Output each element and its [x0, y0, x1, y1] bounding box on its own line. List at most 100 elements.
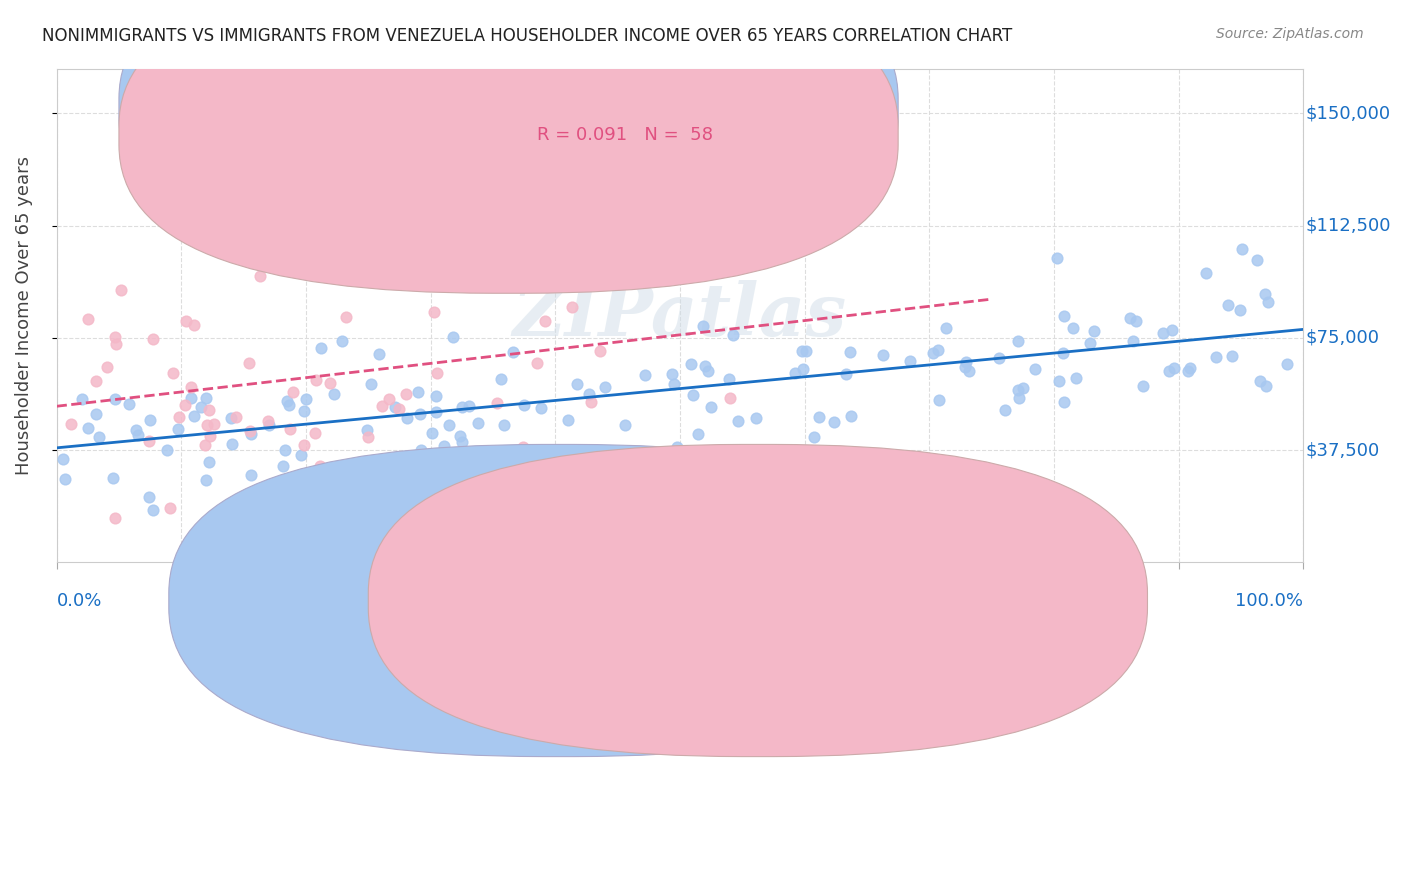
Immigrants from Venezuela: [162, 366, 184, 380]
Nonimmigrants: [697, 363, 720, 377]
Nonimmigrants: [557, 413, 579, 427]
Nonimmigrants: [360, 377, 382, 392]
Nonimmigrants: [449, 429, 471, 443]
Nonimmigrants: [138, 413, 160, 427]
Nonimmigrants: [156, 442, 179, 457]
Nonimmigrants: [1118, 311, 1140, 326]
Immigrants from Venezuela: [395, 387, 418, 401]
Nonimmigrants: [994, 403, 1017, 417]
Nonimmigrants: [583, 449, 606, 463]
Immigrants from Venezuela: [59, 417, 82, 431]
Nonimmigrants: [1053, 395, 1076, 409]
Nonimmigrants: [1159, 364, 1181, 378]
Nonimmigrants: [356, 423, 378, 437]
Y-axis label: Householder Income Over 65 years: Householder Income Over 65 years: [15, 156, 32, 475]
Nonimmigrants: [1052, 346, 1074, 360]
Immigrants from Venezuela: [84, 374, 107, 388]
Nonimmigrants: [311, 341, 333, 355]
Nonimmigrants: [679, 357, 702, 371]
Immigrants from Venezuela: [418, 271, 440, 285]
Nonimmigrants: [727, 414, 749, 428]
Nonimmigrants: [246, 483, 269, 498]
Nonimmigrants: [408, 408, 430, 422]
Nonimmigrants: [718, 372, 741, 386]
Nonimmigrants: [1053, 309, 1076, 323]
Nonimmigrants: [808, 409, 831, 424]
Nonimmigrants: [437, 418, 460, 433]
Immigrants from Venezuela: [202, 417, 225, 431]
Nonimmigrants: [368, 347, 391, 361]
Immigrants from Venezuela: [561, 300, 583, 314]
Immigrants from Venezuela: [245, 510, 267, 524]
Nonimmigrants: [1012, 381, 1035, 395]
Immigrants from Venezuela: [426, 366, 449, 380]
FancyBboxPatch shape: [120, 0, 898, 266]
Immigrants from Venezuela: [292, 438, 315, 452]
Immigrants from Venezuela: [308, 458, 330, 473]
Nonimmigrants: [274, 443, 297, 458]
Immigrants from Venezuela: [174, 398, 197, 412]
Immigrants from Venezuela: [180, 380, 202, 394]
Immigrants from Venezuela: [418, 181, 440, 195]
Nonimmigrants: [1163, 360, 1185, 375]
Text: 100.0%: 100.0%: [1236, 592, 1303, 610]
Nonimmigrants: [745, 411, 768, 425]
Nonimmigrants: [1180, 361, 1202, 376]
Text: $75,000: $75,000: [1306, 329, 1379, 347]
Nonimmigrants: [530, 401, 553, 415]
Nonimmigrants: [118, 397, 141, 411]
Nonimmigrants: [395, 410, 418, 425]
Nonimmigrants: [451, 435, 474, 450]
Nonimmigrants: [425, 389, 447, 403]
Nonimmigrants: [1230, 243, 1253, 257]
Immigrants from Venezuela: [506, 214, 529, 228]
Nonimmigrants: [898, 353, 921, 368]
Nonimmigrants: [221, 437, 243, 451]
Nonimmigrants: [686, 427, 709, 442]
Immigrants from Venezuela: [314, 202, 336, 217]
Nonimmigrants: [595, 379, 617, 393]
Nonimmigrants: [1246, 253, 1268, 268]
Nonimmigrants: [957, 364, 980, 378]
Nonimmigrants: [1195, 266, 1218, 280]
Immigrants from Venezuela: [195, 418, 218, 433]
FancyBboxPatch shape: [456, 88, 879, 162]
FancyBboxPatch shape: [368, 444, 1147, 756]
Nonimmigrants: [1066, 370, 1088, 384]
Nonimmigrants: [922, 346, 945, 360]
Nonimmigrants: [1125, 314, 1147, 328]
Nonimmigrants: [927, 343, 949, 357]
Nonimmigrants: [142, 502, 165, 516]
Immigrants from Venezuela: [167, 410, 190, 425]
Nonimmigrants: [294, 392, 316, 406]
Nonimmigrants: [1122, 334, 1144, 348]
Nonimmigrants: [1177, 364, 1199, 378]
Nonimmigrants: [451, 401, 474, 415]
Nonimmigrants: [127, 427, 149, 442]
Text: R = 0.091   N =  58: R = 0.091 N = 58: [537, 126, 713, 145]
Immigrants from Venezuela: [238, 355, 260, 369]
Nonimmigrants: [794, 344, 817, 359]
Nonimmigrants: [693, 359, 716, 373]
Immigrants from Venezuela: [581, 394, 603, 409]
Nonimmigrants: [194, 392, 217, 406]
Immigrants from Venezuela: [322, 226, 344, 240]
Nonimmigrants: [183, 409, 205, 423]
Nonimmigrants: [420, 426, 443, 441]
Nonimmigrants: [425, 405, 447, 419]
Nonimmigrants: [935, 321, 957, 335]
Immigrants from Venezuela: [138, 434, 160, 449]
Nonimmigrants: [1078, 335, 1101, 350]
Nonimmigrants: [661, 367, 683, 381]
Nonimmigrants: [578, 255, 600, 269]
Immigrants from Venezuela: [305, 373, 328, 387]
Nonimmigrants: [692, 319, 714, 334]
Nonimmigrants: [434, 450, 457, 465]
Immigrants from Venezuela: [225, 409, 247, 424]
Immigrants from Venezuela: [589, 343, 612, 358]
Immigrants from Venezuela: [512, 440, 534, 454]
Nonimmigrants: [1152, 326, 1174, 340]
Immigrants from Venezuela: [319, 376, 342, 390]
FancyBboxPatch shape: [169, 444, 948, 756]
Text: $112,500: $112,500: [1306, 217, 1392, 235]
